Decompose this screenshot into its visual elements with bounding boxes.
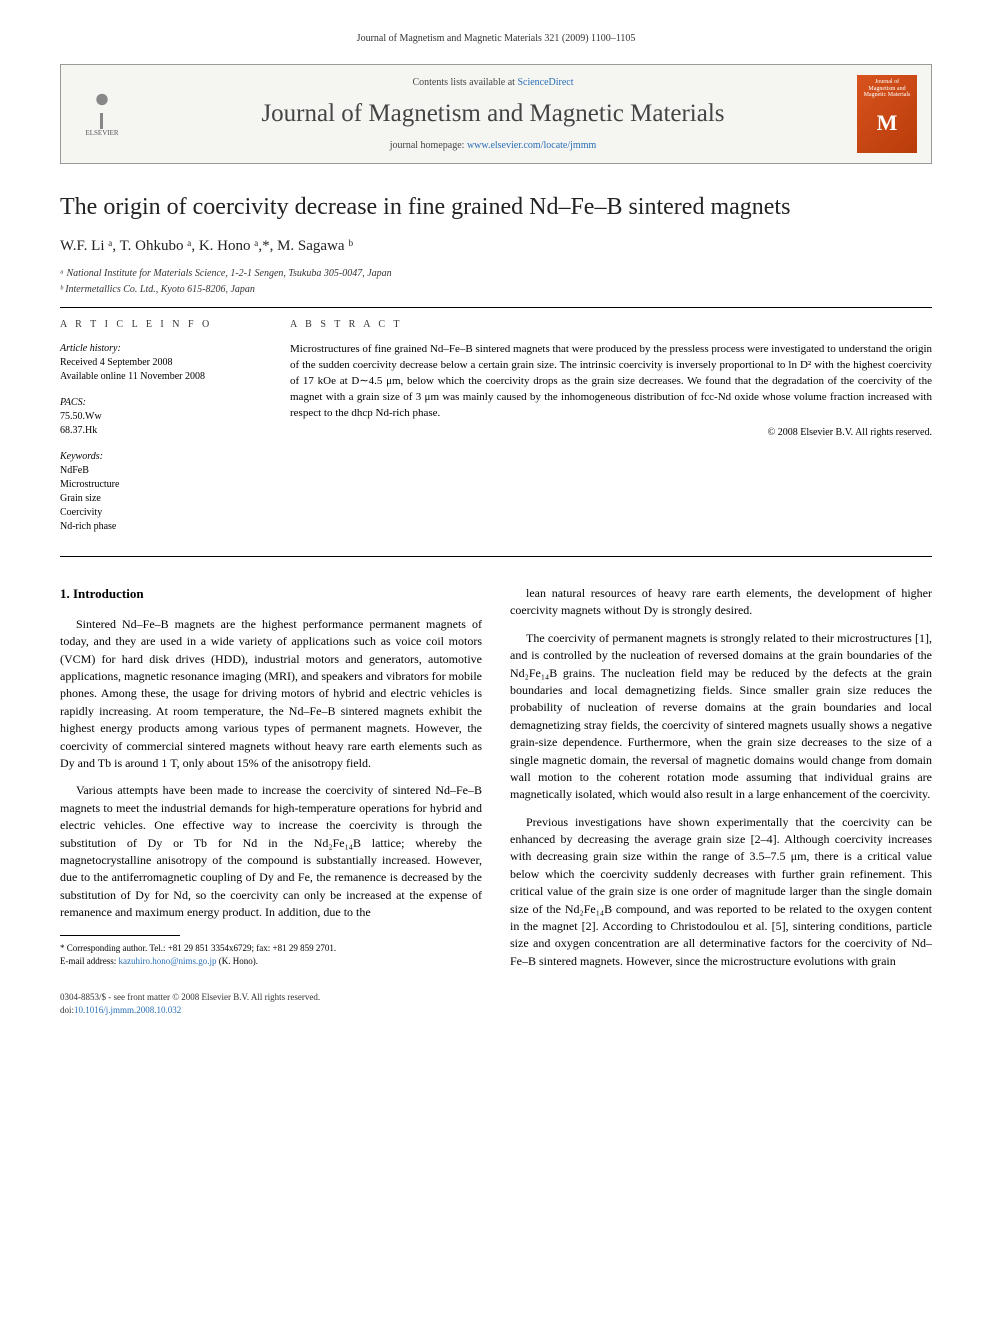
journal-name: Journal of Magnetism and Magnetic Materi… <box>143 96 843 131</box>
received-date: Received 4 September 2008 <box>60 356 260 370</box>
pacs-2: 68.37.Hk <box>60 424 260 438</box>
journal-cover-icon: Journal of Magnetism and Magnetic Materi… <box>857 75 917 153</box>
abstract-label: A B S T R A C T <box>290 318 932 332</box>
sciencedirect-link[interactable]: ScienceDirect <box>517 77 573 88</box>
keyword-4: Coercivity <box>60 506 260 520</box>
doi-link[interactable]: 10.1016/j.jmmm.2008.10.032 <box>74 1005 181 1015</box>
doi-label: doi: <box>60 1005 74 1015</box>
keyword-1: NdFeB <box>60 464 260 478</box>
authors: W.F. Li ᵃ, T. Ohkubo ᵃ, K. Hono ᵃ,*, M. … <box>60 236 932 257</box>
pacs-label: PACS: <box>60 396 260 410</box>
publisher-banner: ELSEVIER Contents lists available at Sci… <box>60 64 932 164</box>
keyword-5: Nd-rich phase <box>60 520 260 534</box>
article-info-label: A R T I C L E I N F O <box>60 318 260 332</box>
email-suffix: (K. Hono). <box>217 956 259 966</box>
paragraph: Previous investigations have shown exper… <box>510 814 932 971</box>
homepage-prefix: journal homepage: <box>390 140 467 151</box>
contents-prefix: Contents lists available at <box>412 77 517 88</box>
footnote-divider <box>60 935 180 936</box>
article-title: The origin of coercivity decrease in fin… <box>60 192 932 222</box>
keywords-label: Keywords: <box>60 450 260 464</box>
journal-homepage-link[interactable]: www.elsevier.com/locate/jmmm <box>467 140 596 151</box>
footnotes: * Corresponding author. Tel.: +81 29 851… <box>60 942 482 966</box>
paragraph: The coercivity of permanent magnets is s… <box>510 630 932 804</box>
issn-line: 0304-8853/$ - see front matter © 2008 El… <box>60 991 932 1004</box>
affiliations: ᵃ National Institute for Materials Scien… <box>60 267 932 297</box>
email-link[interactable]: kazuhiro.hono@nims.go.jp <box>118 956 216 966</box>
section-heading-1: 1. Introduction <box>60 585 482 604</box>
affiliation-b: ᵇ Intermetallics Co. Ltd., Kyoto 615-820… <box>60 283 932 297</box>
article-body: 1. Introduction Sintered Nd–Fe–B magnets… <box>60 585 932 973</box>
publisher-center: Contents lists available at ScienceDirec… <box>143 76 843 153</box>
keyword-2: Microstructure <box>60 478 260 492</box>
pacs-1: 75.50.Ww <box>60 410 260 424</box>
corresponding-author: * Corresponding author. Tel.: +81 29 851… <box>60 942 482 954</box>
email-label: E-mail address: <box>60 956 118 966</box>
abstract-copyright: © 2008 Elsevier B.V. All rights reserved… <box>290 426 932 440</box>
bottom-meta: 0304-8853/$ - see front matter © 2008 El… <box>60 991 932 1016</box>
paragraph: Sintered Nd–Fe–B magnets are the highest… <box>60 616 482 773</box>
article-info: A R T I C L E I N F O Article history: R… <box>60 318 260 546</box>
paragraph: Various attempts have been made to incre… <box>60 782 482 921</box>
keyword-3: Grain size <box>60 492 260 506</box>
abstract: A B S T R A C T Microstructures of fine … <box>290 318 932 546</box>
elsevier-logo: ELSEVIER <box>75 84 129 144</box>
abstract-text: Microstructures of fine grained Nd–Fe–B … <box>290 342 932 422</box>
paragraph: lean natural resources of heavy rare ear… <box>510 585 932 620</box>
divider <box>60 307 932 308</box>
history-label: Article history: <box>60 342 260 356</box>
running-header: Journal of Magnetism and Magnetic Materi… <box>60 32 932 46</box>
affiliation-a: ᵃ National Institute for Materials Scien… <box>60 267 932 281</box>
divider <box>60 556 932 557</box>
online-date: Available online 11 November 2008 <box>60 370 260 384</box>
